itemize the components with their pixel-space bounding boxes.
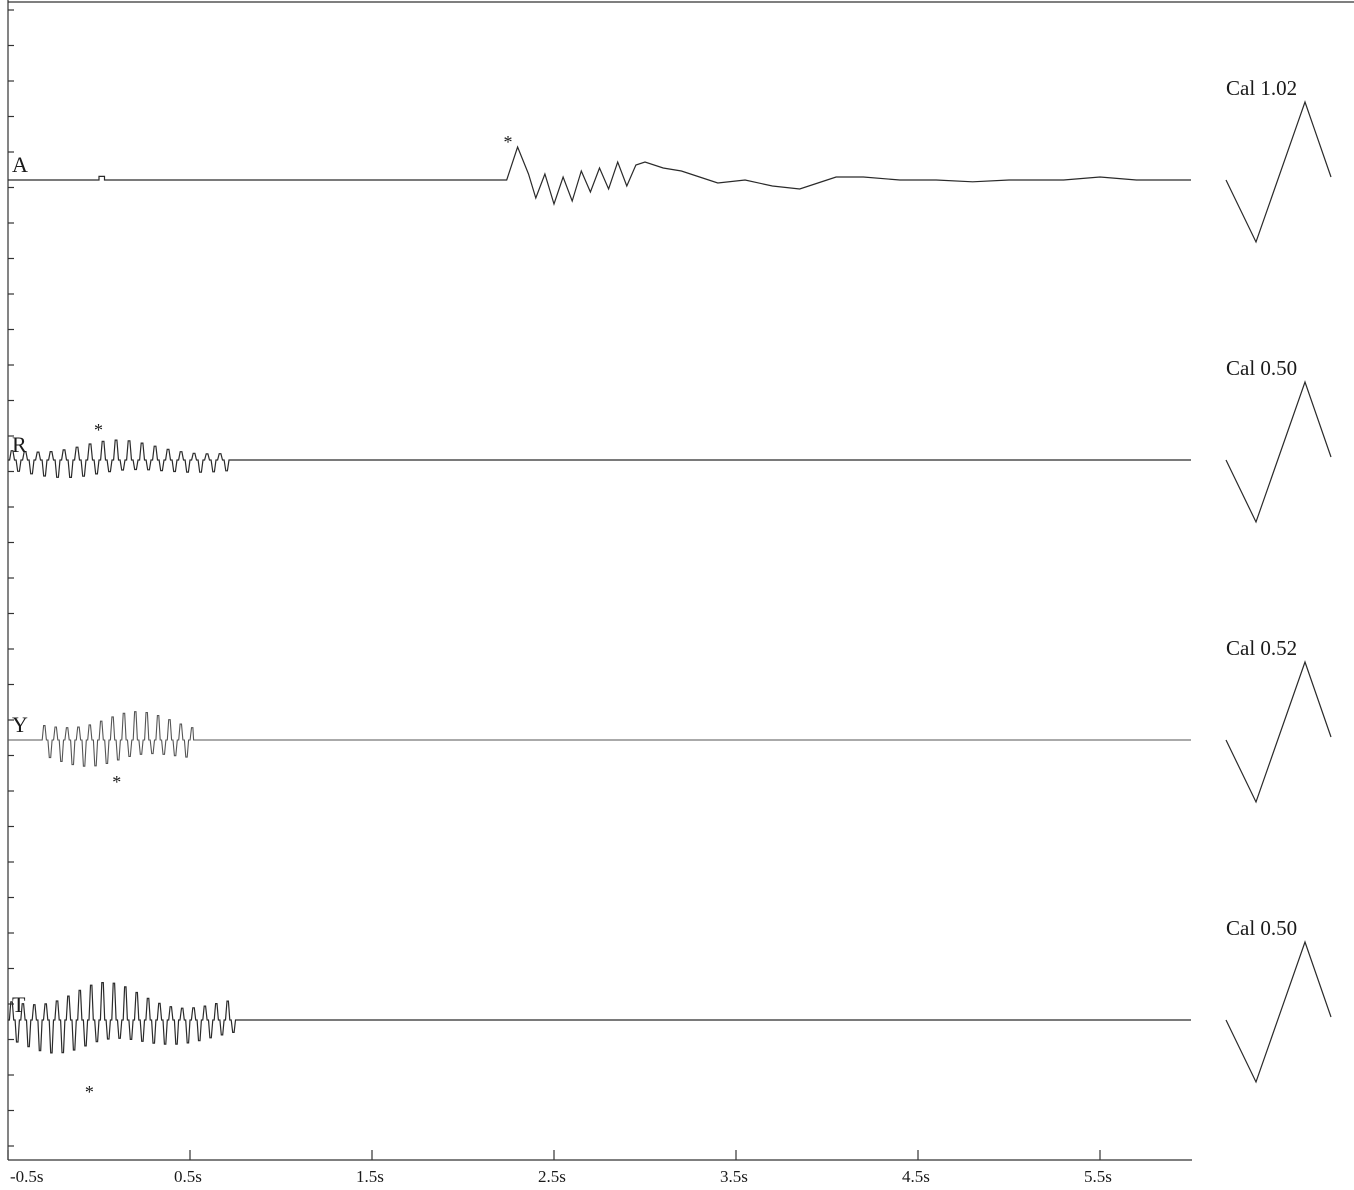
channel-label: Y (12, 712, 28, 737)
x-tick-label: 4.5s (902, 1167, 930, 1186)
x-tick-label: 0.5s (174, 1167, 202, 1186)
peak-marker: * (112, 772, 121, 792)
channel-label: A (12, 152, 28, 177)
traces: A * R * Y * T * (8, 132, 1191, 1102)
trace-A (8, 145, 1191, 206)
peak-marker: * (504, 132, 513, 152)
calibration-label: Cal 1.02 (1226, 76, 1297, 100)
calibration-waves: Cal 1.02 Cal 0.50 Cal 0.52 Cal 0.50 (1225, 76, 1332, 1084)
left-axis-ticks (8, 9, 14, 1147)
x-tick-label: 3.5s (720, 1167, 748, 1186)
trace-T (8, 982, 1191, 1054)
calibration-label: Cal 0.50 (1226, 916, 1297, 940)
x-tick-label: 5.5s (1084, 1167, 1112, 1186)
calibration-wave (1225, 100, 1332, 244)
calibration-label: Cal 0.52 (1226, 636, 1297, 660)
peak-marker: * (85, 1082, 94, 1102)
calibration-label: Cal 0.50 (1226, 356, 1297, 380)
x-axis-ticks: -0.5s 0.5s 1.5s 2.5s 3.5s 4.5s 5.5s (7, 1150, 1112, 1186)
calibration-wave (1225, 380, 1332, 524)
peak-marker: * (94, 420, 103, 440)
channel-label: T (12, 992, 26, 1017)
x-tick-label: 1.5s (356, 1167, 384, 1186)
trace-R (8, 439, 1191, 478)
x-tick-label: 2.5s (538, 1167, 566, 1186)
calibration-wave (1225, 660, 1332, 804)
x-tick-label: -0.5s (10, 1167, 44, 1186)
trace-Y (8, 711, 1191, 767)
channel-label: R (12, 432, 27, 457)
calibration-wave (1225, 940, 1332, 1084)
